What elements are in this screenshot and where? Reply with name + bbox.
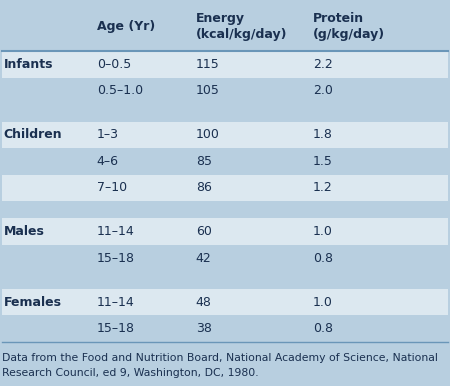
Text: 100: 100	[196, 129, 220, 141]
Bar	[2, 289, 448, 315]
Text: 48: 48	[196, 296, 212, 308]
Text: 1.8: 1.8	[313, 129, 333, 141]
Text: 2.0: 2.0	[313, 85, 333, 98]
Text: 0.8: 0.8	[313, 252, 333, 264]
Text: 38: 38	[196, 322, 212, 335]
Text: 1.0: 1.0	[313, 225, 333, 238]
Bar	[2, 51, 448, 78]
Text: 0–0.5: 0–0.5	[97, 58, 131, 71]
Bar	[2, 271, 448, 289]
Bar	[2, 245, 448, 271]
Text: 11–14: 11–14	[97, 296, 135, 308]
Bar	[2, 201, 448, 218]
Text: Protein
(g/kg/day): Protein (g/kg/day)	[313, 12, 385, 41]
Text: 4–6: 4–6	[97, 155, 119, 168]
Text: Research Council, ed 9, Washington, DC, 1980.: Research Council, ed 9, Washington, DC, …	[2, 368, 259, 378]
Bar	[2, 315, 448, 342]
Text: 7–10: 7–10	[97, 181, 127, 194]
Text: 60: 60	[196, 225, 212, 238]
Text: 42: 42	[196, 252, 212, 264]
Bar	[2, 78, 448, 104]
Text: Infants: Infants	[4, 58, 53, 71]
Text: 2.2: 2.2	[313, 58, 333, 71]
Text: 11–14: 11–14	[97, 225, 135, 238]
Text: 105: 105	[196, 85, 220, 98]
Bar	[2, 104, 448, 122]
Text: 85: 85	[196, 155, 212, 168]
Text: 15–18: 15–18	[97, 322, 135, 335]
Text: 86: 86	[196, 181, 212, 194]
Text: 15–18: 15–18	[97, 252, 135, 264]
Bar	[2, 174, 448, 201]
Text: Energy
(kcal/kg/day): Energy (kcal/kg/day)	[196, 12, 287, 41]
Text: 115: 115	[196, 58, 220, 71]
Bar	[2, 122, 448, 148]
Bar	[2, 148, 448, 174]
Text: 1.0: 1.0	[313, 296, 333, 308]
Bar	[2, 218, 448, 245]
Text: Data from the Food and Nutrition Board, National Academy of Science, National: Data from the Food and Nutrition Board, …	[2, 353, 438, 363]
Text: Females: Females	[4, 296, 62, 308]
Text: 0.5–1.0: 0.5–1.0	[97, 85, 143, 98]
Text: Age (Yr): Age (Yr)	[97, 20, 155, 33]
Text: 1.2: 1.2	[313, 181, 333, 194]
Bar	[2, 2, 448, 51]
Text: 1.5: 1.5	[313, 155, 333, 168]
Text: 1–3: 1–3	[97, 129, 119, 141]
Text: Males: Males	[4, 225, 45, 238]
Text: 0.8: 0.8	[313, 322, 333, 335]
Text: Children: Children	[4, 129, 62, 141]
